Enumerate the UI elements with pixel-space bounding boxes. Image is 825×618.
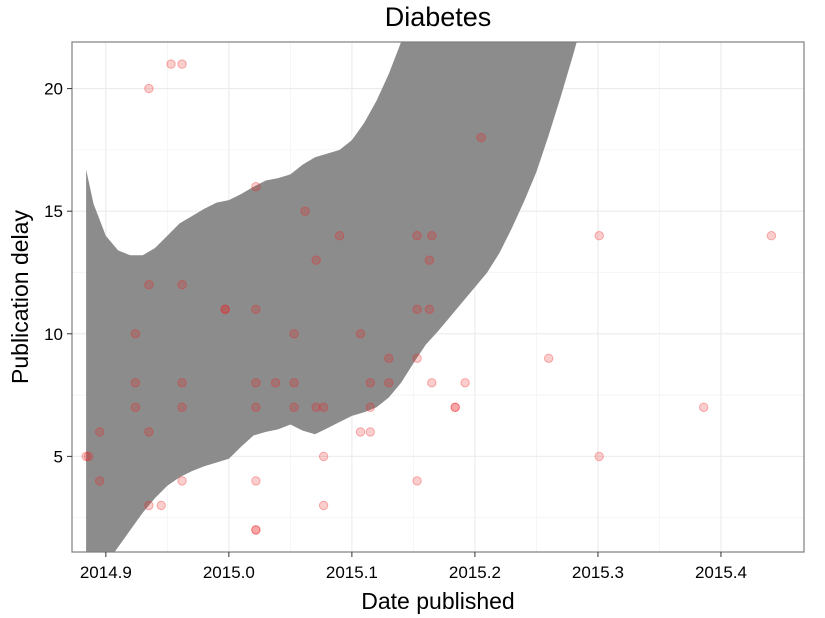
data-point [95, 476, 105, 486]
data-point [384, 353, 394, 363]
data-point [156, 500, 166, 511]
data-point [412, 231, 422, 241]
data-point [177, 476, 187, 486]
y-tick-label: 10 [44, 325, 63, 344]
data-point [95, 427, 105, 437]
data-point [544, 353, 554, 363]
data-point [311, 255, 321, 265]
data-point [177, 402, 187, 412]
data-point [355, 427, 366, 437]
y-axis-title: Publication delay [7, 210, 33, 384]
data-point [144, 500, 154, 511]
data-point [144, 83, 154, 94]
data-point [166, 59, 176, 69]
y-tick-label: 5 [54, 447, 63, 466]
data-point [318, 451, 329, 462]
data-point [412, 476, 422, 486]
data-point [130, 402, 141, 412]
data-point [424, 255, 435, 265]
y-axis-ticks: 5 10 15 20 [44, 80, 72, 466]
data-point [177, 378, 187, 388]
x-tick-label: 2015.3 [572, 563, 624, 582]
data-point [220, 304, 230, 314]
data-point [318, 402, 329, 412]
x-tick-label: 2015.2 [449, 563, 501, 582]
x-tick-label: 2015.1 [326, 563, 378, 582]
confidence-band [86, 42, 577, 552]
data-point [427, 231, 437, 241]
y-tick-label: 20 [44, 80, 63, 99]
data-point [450, 402, 460, 412]
data-point [270, 378, 281, 388]
data-point [144, 280, 154, 290]
data-point [365, 378, 375, 388]
data-point [594, 231, 604, 241]
data-point [130, 329, 141, 339]
data-point [594, 451, 604, 462]
data-point [177, 280, 187, 290]
x-tick-label: 2015.4 [695, 563, 747, 582]
data-point [300, 206, 310, 216]
data-point [144, 427, 154, 437]
x-tick-label: 2014.9 [80, 563, 132, 582]
data-point [289, 402, 299, 412]
data-point [412, 304, 422, 314]
panel-border [71, 41, 805, 553]
data-point [476, 132, 486, 143]
data-point [460, 378, 470, 388]
data-point [318, 500, 329, 511]
data-point [365, 402, 375, 412]
chart-title: Diabetes [385, 2, 492, 32]
x-axis-title: Date published [361, 588, 514, 614]
data-point [289, 329, 299, 339]
data-point [83, 451, 94, 462]
data-point [81, 451, 91, 462]
data-point [177, 59, 187, 69]
data-point [355, 329, 366, 339]
data-point [251, 525, 261, 535]
data-point [311, 402, 321, 412]
confidence-band-layer [86, 42, 577, 552]
x-tick-label: 2015.0 [203, 563, 255, 582]
data-point [699, 402, 709, 412]
data-point [412, 353, 422, 363]
data-point [251, 182, 261, 192]
data-point [220, 304, 230, 314]
data-point [334, 231, 345, 241]
data-point [365, 427, 375, 437]
x-axis-ticks: 2014.9 2015.0 2015.1 2015.2 2015.3 2015.4 [80, 552, 747, 582]
data-point [251, 402, 261, 412]
data-point [289, 378, 299, 388]
data-point [251, 378, 261, 388]
data-point [384, 378, 394, 388]
data-point [130, 378, 141, 388]
data-point [424, 304, 435, 314]
data-point [450, 402, 460, 412]
data-point [766, 231, 777, 241]
y-tick-label: 15 [44, 202, 63, 221]
data-point [427, 378, 437, 388]
data-point [251, 304, 261, 314]
points-layer [81, 59, 777, 535]
data-point [251, 476, 261, 486]
data-point [251, 525, 261, 535]
